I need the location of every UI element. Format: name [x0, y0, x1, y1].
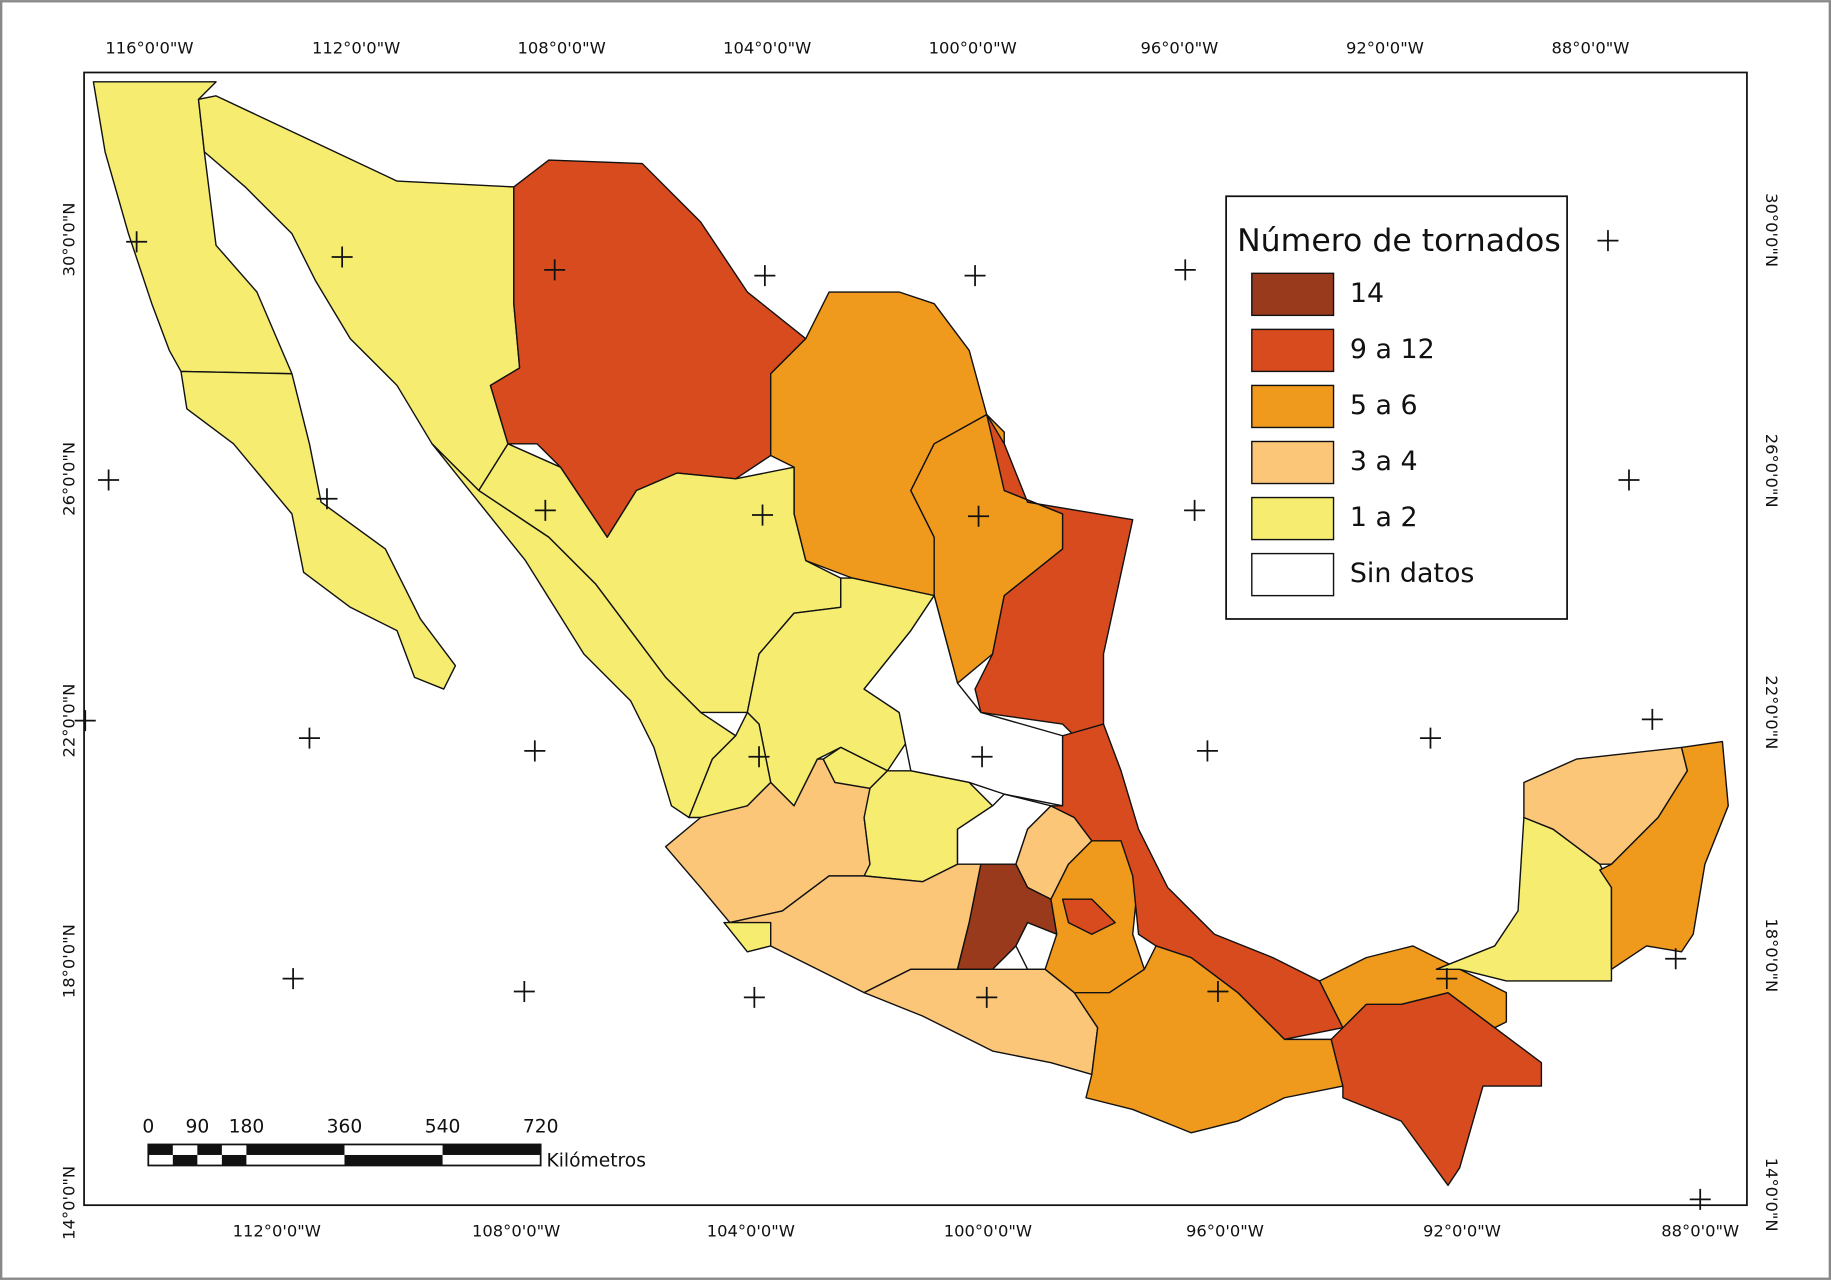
legend-label: 3 a 4	[1350, 446, 1418, 477]
scale-unit: Kilómetros	[546, 1150, 645, 1171]
scale-segment	[197, 1144, 222, 1155]
state	[1318, 945, 1508, 1029]
right-axis-label: 14°0'0"N	[1762, 1158, 1781, 1232]
state	[723, 921, 772, 953]
bottom-axis-label: 100°0'0"W	[944, 1222, 1032, 1241]
left-axis-label: 18°0'0"N	[60, 924, 79, 998]
top-axis-label: 112°0'0"W	[312, 39, 400, 58]
left-axis-label: 14°0'0"N	[60, 1166, 79, 1240]
legend-label: 14	[1350, 278, 1384, 309]
scale-segment	[172, 1154, 198, 1166]
top-axis-label: 108°0'0"W	[518, 39, 606, 58]
states	[92, 81, 1729, 1187]
top-axis-label: 104°0'0"W	[723, 39, 811, 58]
legend-swatch	[1251, 552, 1335, 597]
scale-segment	[221, 1154, 247, 1166]
scale-segment	[246, 1144, 345, 1155]
legend-swatch	[1251, 496, 1335, 541]
scale-tick-label: 360	[327, 1116, 363, 1137]
cross	[74, 230, 1711, 1210]
right-axis-label: 26°0'0"N	[1762, 434, 1781, 508]
state	[974, 413, 1134, 737]
top-axis-label: 92°0'0"W	[1346, 39, 1424, 58]
right-axis-label: 22°0'0"N	[1762, 675, 1781, 749]
scale-segment	[442, 1144, 541, 1155]
scale-tick-label: 180	[229, 1116, 265, 1137]
scale-segment	[344, 1154, 443, 1166]
state	[180, 370, 457, 690]
legend-swatch	[1251, 328, 1335, 373]
legend-swatch	[1251, 384, 1335, 429]
top-axis-label: 88°0'0"W	[1552, 39, 1630, 58]
bottom-axis-label: 108°0'0"W	[472, 1222, 560, 1241]
scale-tick-label: 540	[425, 1116, 461, 1137]
state	[1599, 740, 1729, 971]
scale-tick-label: 0	[142, 1116, 154, 1137]
scale-segment	[148, 1144, 173, 1155]
bottom-axis-label: 88°0'0"W	[1661, 1222, 1739, 1241]
bottom-axis-label: 112°0'0"W	[233, 1222, 321, 1241]
legend-swatch	[1251, 440, 1335, 485]
scale-tick-label: 90	[185, 1116, 209, 1137]
legend-label: 5 a 6	[1350, 390, 1418, 421]
legend-swatch	[1251, 272, 1335, 317]
right-axis-label: 18°0'0"N	[1762, 918, 1781, 992]
top-axis-label: 116°0'0"W	[105, 39, 193, 58]
legend: Número de tornados 14 9 a 12 5 a 6 3 a 4 1 a…	[1225, 195, 1568, 620]
top-axis-label: 100°0'0"W	[929, 39, 1017, 58]
bottom-axis-label: 104°0'0"W	[707, 1222, 795, 1241]
bottom-axis-label: 92°0'0"W	[1423, 1222, 1501, 1241]
state	[1061, 898, 1116, 935]
right-axis-label: 30°0'0"N	[1762, 193, 1781, 267]
scale-tick-label: 720	[523, 1116, 559, 1137]
bottom-axis-label: 96°0'0"W	[1186, 1222, 1264, 1241]
legend-title: Número de tornados	[1237, 223, 1561, 259]
left-axis-label: 30°0'0"N	[60, 203, 79, 277]
legend-label: 1 a 2	[1350, 502, 1418, 533]
left-axis-label: 22°0'0"N	[60, 684, 79, 758]
legend-label: 9 a 12	[1350, 334, 1435, 365]
graticule-crosses	[74, 230, 1711, 1210]
top-axis-label: 96°0'0"W	[1140, 39, 1218, 58]
scale-bar: Kilómetros 0 90 180 360 540 720	[142, 1116, 646, 1171]
left-axis-label: 26°0'0"N	[60, 442, 79, 516]
legend-label: Sin datos	[1350, 558, 1474, 589]
